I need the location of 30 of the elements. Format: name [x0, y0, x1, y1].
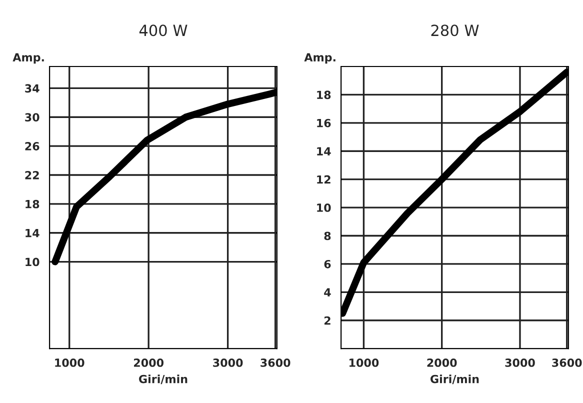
chart-title: 280 W [431, 24, 479, 36]
y-tick-label: 18 [26, 200, 40, 208]
y-tick-label: 26 [25, 142, 40, 150]
y-tick-label: 30 [25, 113, 40, 122]
y-tick-label: 6 [324, 260, 331, 268]
x-tick-label: 2000 [427, 358, 457, 367]
y-tick-label: 16 [317, 118, 331, 128]
y-axis-title: Amp. [12, 53, 44, 64]
y-tick-label: 8 [324, 232, 331, 240]
x-tick-label: 3600 [552, 358, 582, 367]
y-tick-label: 14 [317, 147, 331, 156]
x-axis-title: Giri/min [430, 374, 479, 384]
y-tick-label: 34 [25, 84, 40, 93]
x-tick-label: 3000 [505, 358, 535, 367]
y-tick-label: 2 [324, 316, 330, 325]
y-tick-label: 18 [317, 90, 331, 100]
y-axis-title: Amp. [304, 53, 336, 64]
x-tick-label: 3600 [260, 358, 290, 367]
x-tick-label: 2000 [134, 358, 164, 367]
y-tick-label: 14 [26, 228, 40, 238]
x-tick-label: 1000 [55, 358, 84, 367]
y-tick-label: 12 [317, 175, 330, 184]
x-axis-title: Giri/min [139, 374, 188, 384]
chart-title: 400 W [139, 24, 188, 36]
x-tick-label: 1000 [350, 358, 379, 367]
y-tick-label: 10 [317, 204, 331, 212]
y-tick-label: 10 [26, 258, 40, 266]
x-tick-label: 3000 [213, 358, 243, 367]
y-tick-label: 22 [25, 170, 39, 180]
y-tick-label: 4 [324, 288, 331, 296]
